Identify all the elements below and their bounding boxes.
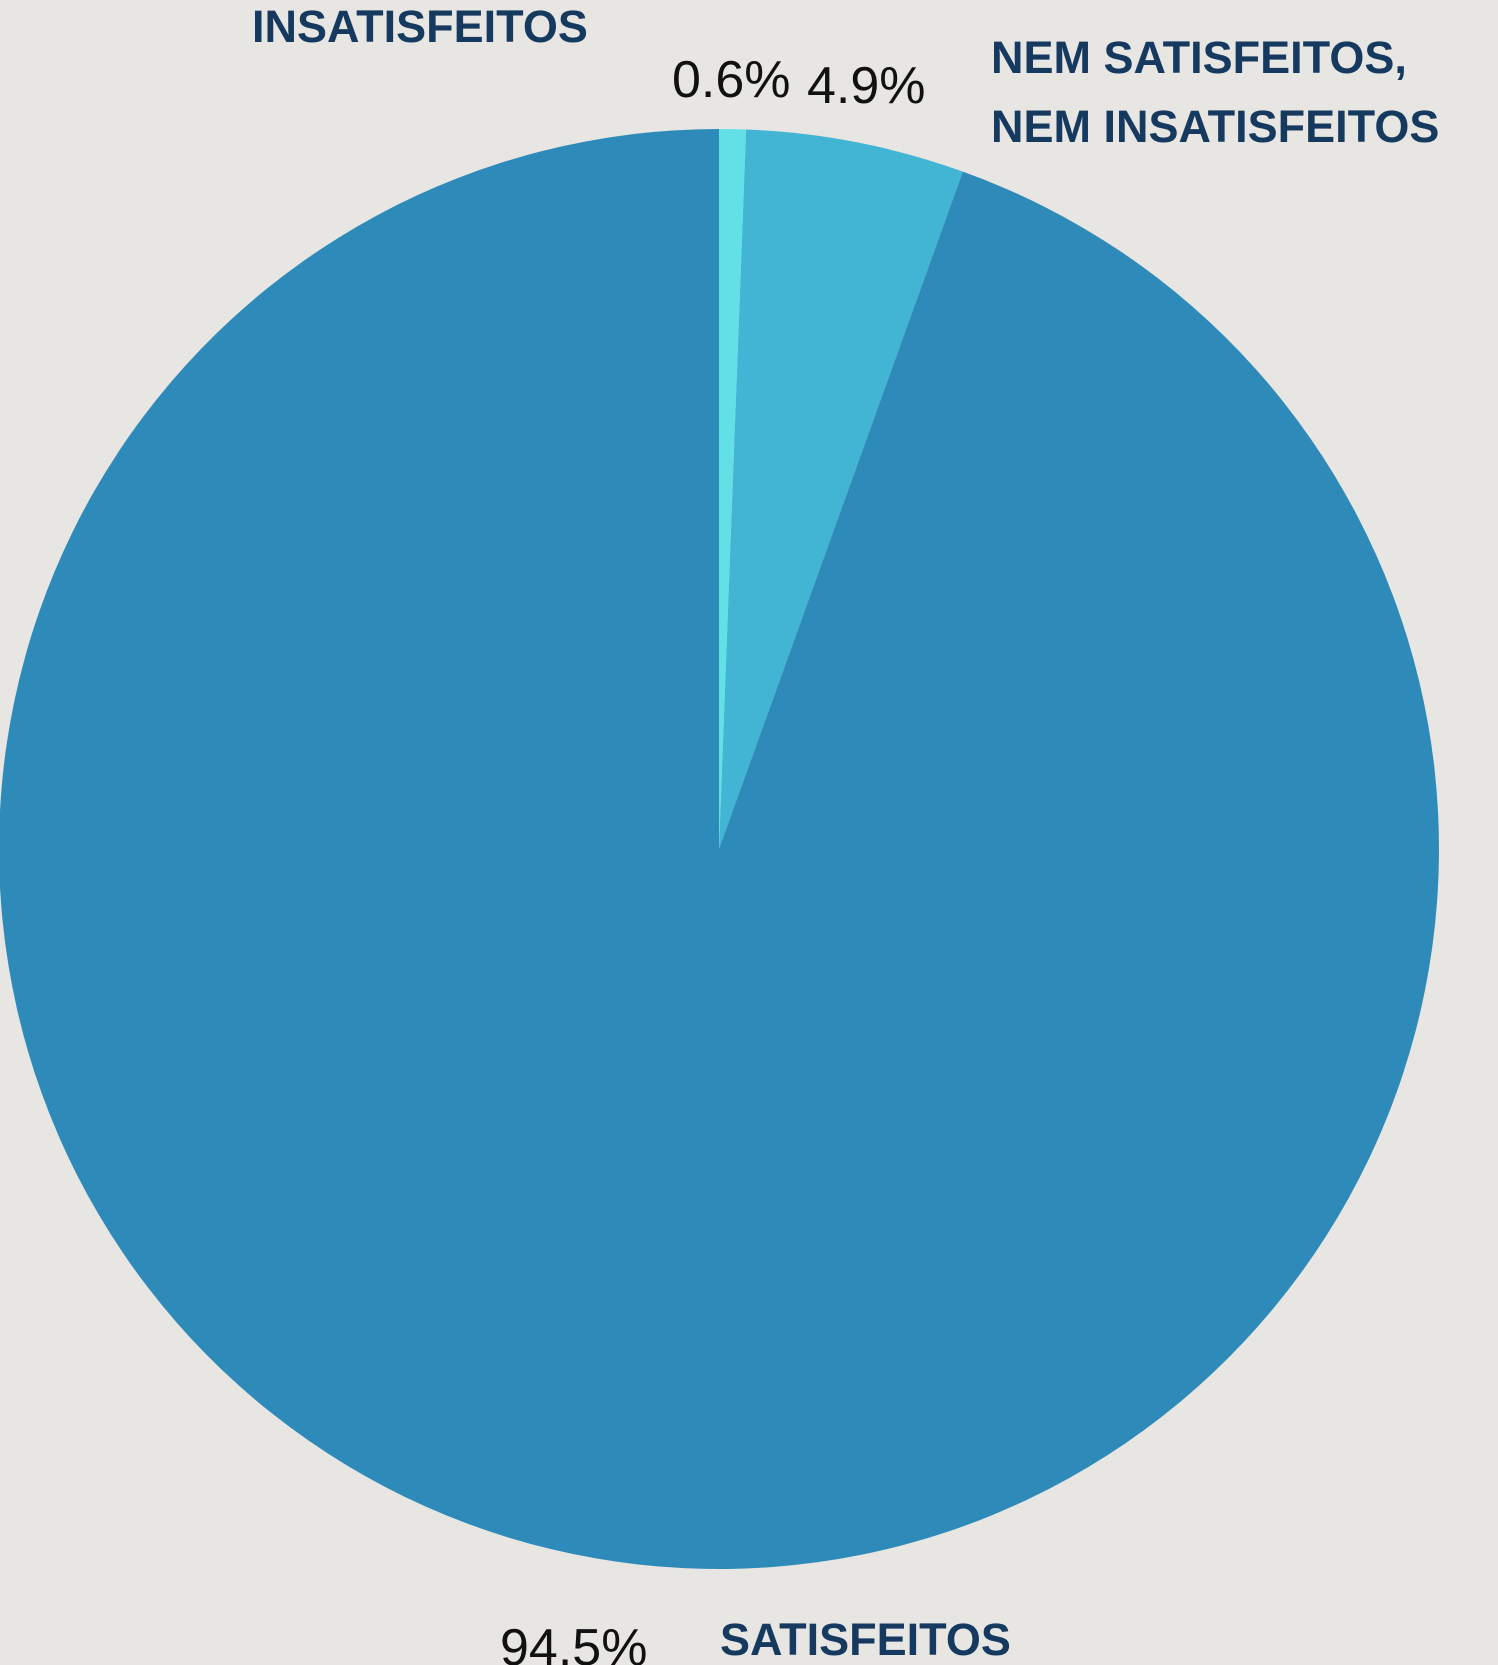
slice-value-label-satisfeitos: 94.5% xyxy=(500,1619,647,1665)
slice-value-label-nem: 4.9% xyxy=(807,57,926,115)
slice-category-label-insatisfeitos: INSATISFEITOS xyxy=(252,1,588,52)
slice-category-label-nem-line1: NEM SATISFEITOS, xyxy=(991,32,1407,83)
slice-category-label-nem-line2: NEM INSATISFEITOS xyxy=(991,101,1439,152)
pie-slice-insatisfeitos xyxy=(719,129,747,849)
pie-slices xyxy=(0,129,1439,1569)
pie-slice-nem-satisfeitos-nem-insatisfeitos xyxy=(719,129,963,849)
slice-category-label-satisfeitos: SATISFEITOS xyxy=(720,1614,1011,1665)
slice-value-label-insatisfeitos: 0.6% xyxy=(672,51,791,109)
pie-slice-satisfeitos xyxy=(0,129,1439,1569)
